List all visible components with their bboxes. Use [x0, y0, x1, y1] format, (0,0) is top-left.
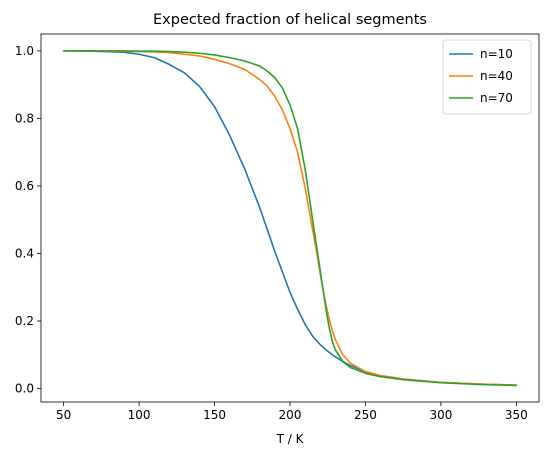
legend-label-3: n=70: [480, 91, 513, 105]
x-tick-label: 150: [203, 408, 226, 422]
x-tick-label: 200: [279, 408, 302, 422]
x-tick-label: 300: [429, 408, 452, 422]
x-tick-label: 350: [505, 408, 528, 422]
y-tick-label: 0.0: [15, 381, 34, 395]
legend-label-1: n=10: [480, 47, 513, 61]
x-axis: 50 100 150 200 250 300 350: [56, 402, 528, 422]
chart-title: Expected fraction of helical segments: [153, 12, 427, 28]
legend-box: [442, 39, 532, 115]
y-tick-label: 1.0: [15, 44, 34, 58]
series-line-3: [62, 50, 518, 387]
series-line-1: [62, 50, 518, 386]
x-tick-label: 100: [128, 408, 151, 422]
y-axis: 0.0 0.2 0.4 0.6 0.8 1.0: [15, 44, 41, 395]
legend: n=10 n=40 n=70: [442, 39, 532, 115]
y-tick-label: 0.6: [15, 179, 34, 193]
y-tick-label: 0.4: [15, 246, 34, 260]
legend-label-2: n=40: [480, 69, 513, 83]
y-tick-label: 0.8: [15, 111, 34, 125]
series-line-2: [62, 50, 518, 386]
y-tick-label: 0.2: [15, 314, 34, 328]
x-tick-label: 250: [354, 408, 377, 422]
series-layer: [62, 50, 518, 387]
x-tick-label: 50: [56, 408, 71, 422]
x-axis-label: T / K: [276, 432, 305, 446]
